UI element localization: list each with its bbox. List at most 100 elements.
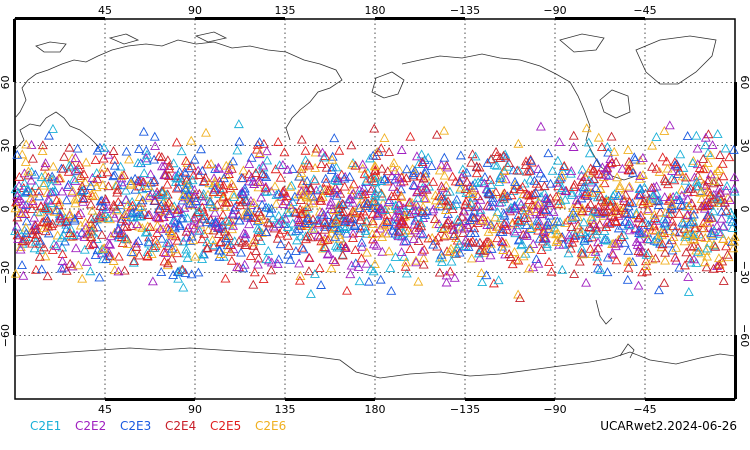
- observation-marker: [249, 179, 260, 188]
- observation-marker: [327, 154, 338, 164]
- observation-marker: [274, 228, 285, 238]
- observation-marker: [576, 247, 587, 257]
- observation-marker: [172, 207, 182, 217]
- observation-marker: [116, 216, 127, 226]
- observation-marker: [560, 217, 571, 227]
- observation-marker: [330, 231, 341, 241]
- observation-marker: [531, 219, 542, 229]
- observation-marker: [679, 260, 690, 270]
- observation-marker: [495, 172, 506, 182]
- observation-marker: [172, 204, 183, 214]
- observation-marker: [713, 253, 724, 263]
- observation-marker: [399, 206, 410, 216]
- observation-marker: [361, 201, 372, 211]
- observation-marker: [16, 209, 27, 218]
- observation-marker: [256, 227, 267, 237]
- observation-marker: [250, 168, 261, 177]
- observation-marker: [685, 257, 696, 267]
- observation-marker: [487, 224, 498, 234]
- observation-marker: [684, 201, 695, 210]
- observation-marker: [440, 205, 451, 214]
- observation-marker: [512, 165, 523, 175]
- observation-marker: [246, 152, 257, 162]
- observation-marker: [60, 213, 71, 223]
- observation-marker: [305, 288, 316, 298]
- observation-marker: [498, 189, 509, 199]
- observation-marker: [375, 274, 386, 284]
- observation-marker: [676, 199, 687, 209]
- observation-marker: [180, 267, 191, 277]
- observation-marker: [361, 175, 372, 185]
- observation-marker: [579, 235, 590, 245]
- observation-marker: [442, 162, 453, 172]
- observation-marker: [412, 193, 423, 203]
- observation-marker: [310, 268, 320, 278]
- observation-marker: [149, 196, 160, 206]
- observation-marker: [84, 240, 95, 250]
- observation-marker: [653, 234, 664, 244]
- observation-marker: [457, 211, 468, 221]
- observation-marker: [494, 176, 505, 186]
- observation-marker: [142, 149, 152, 159]
- observation-marker: [122, 239, 133, 248]
- observation-marker: [112, 187, 123, 197]
- observation-marker: [466, 253, 477, 263]
- observation-marker: [183, 190, 194, 200]
- observation-marker: [43, 228, 54, 238]
- observation-marker: [167, 229, 177, 239]
- observation-marker: [359, 198, 370, 208]
- observation-marker: [244, 158, 255, 168]
- observation-marker: [346, 185, 357, 195]
- antarctica-coast: [14, 347, 736, 379]
- observation-marker: [715, 263, 726, 273]
- observation-marker: [489, 159, 500, 169]
- observation-marker: [298, 244, 309, 254]
- observation-marker: [214, 245, 225, 255]
- observation-marker: [225, 246, 236, 256]
- arctic-island: [108, 33, 140, 45]
- observation-marker: [322, 185, 333, 195]
- observation-marker: [357, 241, 367, 251]
- observation-marker: [166, 226, 177, 236]
- observation-marker: [690, 230, 701, 240]
- observation-marker: [543, 148, 554, 158]
- observation-marker: [15, 244, 26, 254]
- observation-marker: [227, 208, 238, 218]
- observation-marker: [201, 217, 212, 227]
- observation-marker: [515, 184, 526, 194]
- observation-marker: [75, 208, 86, 218]
- observation-marker: [679, 236, 690, 246]
- observation-marker: [645, 234, 656, 244]
- observation-marker: [439, 125, 450, 135]
- observation-marker: [446, 256, 457, 266]
- observation-marker: [184, 163, 195, 173]
- observation-marker: [610, 241, 621, 251]
- observation-marker: [648, 224, 658, 234]
- observation-marker: [340, 216, 351, 226]
- observation-marker: [725, 195, 735, 205]
- observation-marker: [505, 252, 516, 262]
- observation-marker: [313, 215, 324, 225]
- observation-marker: [308, 214, 318, 224]
- observation-marker: [635, 241, 646, 251]
- observation-marker: [613, 223, 624, 233]
- observation-marker: [120, 185, 131, 195]
- observation-marker: [434, 267, 445, 277]
- observation-marker: [232, 145, 243, 155]
- observation-marker: [706, 212, 717, 222]
- observation-marker: [337, 250, 348, 260]
- observation-marker: [197, 191, 208, 201]
- observation-marker: [627, 257, 638, 266]
- observation-marker: [210, 220, 221, 230]
- observation-marker: [661, 156, 672, 166]
- observation-marker: [368, 266, 379, 276]
- observation-marker: [580, 190, 591, 200]
- observation-marker: [700, 200, 711, 210]
- observation-marker: [602, 142, 613, 151]
- observation-marker: [35, 201, 46, 211]
- observation-marker: [100, 194, 111, 204]
- observation-marker: [669, 175, 680, 185]
- observation-marker: [459, 223, 470, 233]
- observation-marker: [637, 246, 648, 256]
- observation-marker: [303, 213, 314, 223]
